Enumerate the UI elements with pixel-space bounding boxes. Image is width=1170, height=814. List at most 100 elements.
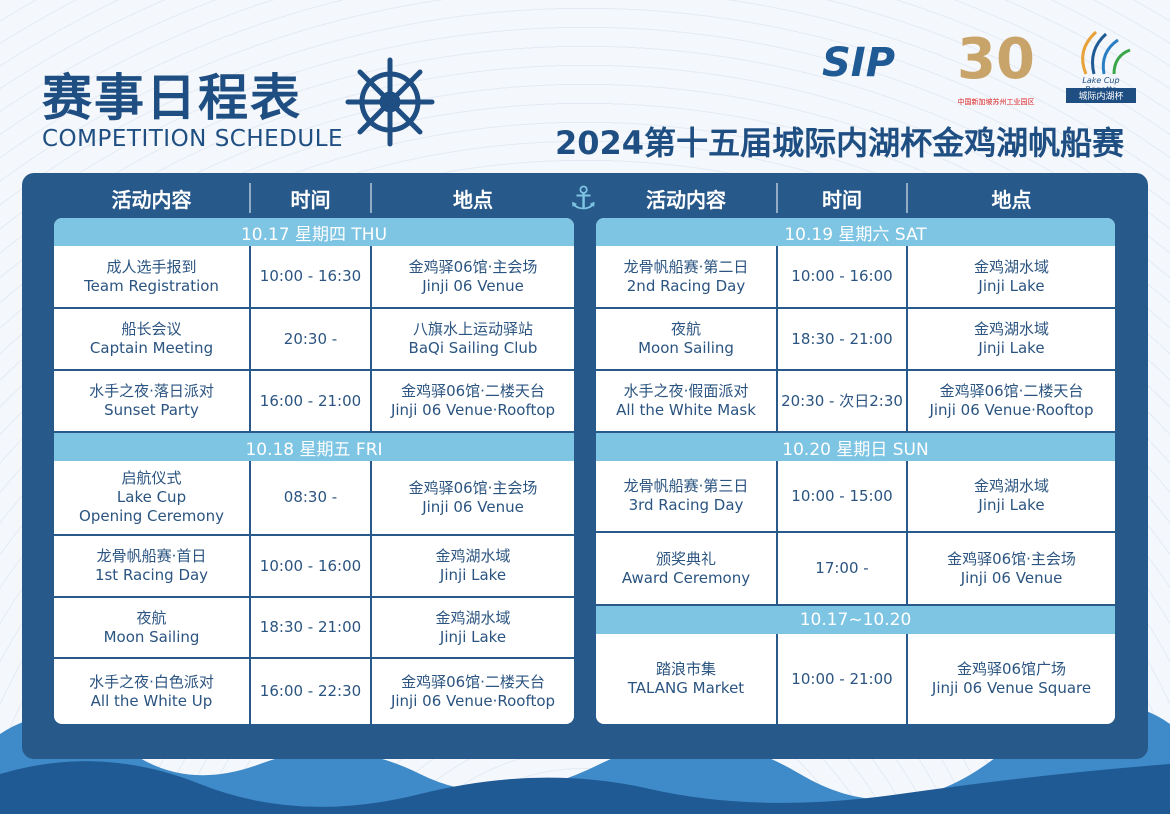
place-cell: 金鸡驿06馆·主会场 Jinji 06 Venue [372, 246, 574, 307]
time-text: 17:00 - [815, 559, 869, 577]
event-text: TALANG Market [627, 679, 745, 697]
place-text: 金鸡驿06馆·主会场 [408, 478, 538, 497]
event-cell: 龙骨帆船赛·第二日 2nd Racing Day [596, 246, 778, 307]
event-cell: 成人选手报到 Team Registration [54, 246, 251, 307]
schedule-row: 启航仪式 Lake Cup Opening Ceremony 08:30 - 金鸡驿06… [54, 461, 574, 536]
schedule-row: 龙骨帆船赛·首日 1st Racing Day 10:00 - 16:00 金鸡湖水域… [54, 536, 574, 598]
time-text: 10:00 - 16:00 [259, 556, 362, 575]
event-text: 踏浪市集 [655, 660, 716, 678]
col-header-time: 时间 [251, 183, 372, 213]
place-text: 八旗水上运动驿站 [412, 320, 533, 338]
time-text: 10:00 - 15:00 [791, 486, 893, 505]
time-cell: 10:00 - 15:00 [778, 461, 908, 531]
day-header: 10.17 星期四 THU [54, 218, 574, 246]
schedule-row: 船长会议 Captain Meeting 20:30 - 八旗水上运动驿站 BaQi S… [54, 309, 574, 371]
place-cell: 金鸡驿06馆·主会场 Jinji 06 Venue [372, 461, 574, 534]
time-text: 20:30 - 次日2:30 [781, 391, 903, 410]
time-cell: 16:00 - 22:30 [251, 659, 372, 724]
event-text: 船长会议 [121, 320, 182, 338]
sip-logo: SIP [822, 40, 896, 86]
time-cell: 20:30 - 次日2:30 [778, 371, 908, 431]
place-cell: 金鸡驿06馆·二楼天台 Jinji 06 Venue·Rooftop [372, 659, 574, 724]
event-cell: 水手之夜·白色派对 All the White Up [54, 659, 251, 724]
place-text: 金鸡驿06馆·二楼天台 [939, 382, 1084, 400]
day-header: 10.19 星期六 SAT [596, 218, 1115, 246]
place-text: Jinji Lake [978, 276, 1045, 295]
time-text: 10:00 - 16:30 [259, 267, 362, 285]
schedule-row: 水手之夜·白色派对 All the White Up 16:00 - 22:30 金鸡… [54, 659, 574, 724]
time-cell: 10:00 - 16:00 [778, 246, 908, 307]
schedule-row: 成人选手报到 Team Registration 10:00 - 16:30 金鸡驿0… [54, 246, 574, 309]
event-cell: 水手之夜·假面派对 All the White Mask [596, 371, 778, 431]
time-text: 16:00 - 21:00 [259, 391, 362, 410]
event-text: 水手之夜·白色派对 [89, 672, 214, 691]
col-header-place: 地点 [453, 187, 493, 212]
time-text: 10:00 - 21:00 [791, 669, 893, 688]
schedule-row: 夜航 Moon Sailing 18:30 - 21:00 金鸡湖水域 Jinji La… [596, 309, 1115, 371]
event-text: All the White Mask [616, 401, 756, 419]
col-header-place: 地点 [991, 187, 1032, 212]
lake-cup-cn: 城际内湖杯 [1066, 88, 1136, 103]
time-text: 18:30 - 21:00 [791, 329, 893, 348]
event-text: Lake Cup [116, 488, 187, 506]
place-cell: 金鸡湖水域 Jinji Lake [908, 309, 1115, 369]
event-text: Captain Meeting [89, 339, 214, 357]
place-text: Jinji Lake [439, 627, 507, 646]
event-text: 成人选手报到 [106, 257, 197, 276]
ship-wheel-icon [345, 57, 435, 147]
schedule-row: 龙骨帆船赛·第二日 2nd Racing Day 10:00 - 16:00 金鸡湖水… [596, 246, 1115, 309]
col-header-activity: 活动内容 [596, 183, 778, 213]
right-column-headers: 活动内容 时间 地点 [596, 183, 1115, 213]
place-text: 金鸡驿06馆·二楼天台 [401, 382, 545, 400]
event-text: 颁奖典礼 [655, 549, 716, 568]
col-header-time: 时间 [778, 183, 908, 213]
time-cell: 20:30 - [251, 309, 372, 369]
lake-cup-logo: Lake Cup Regatta 城际内湖杯 [1066, 30, 1136, 104]
event-text: Award Ceremony [621, 568, 751, 587]
time-text: 16:00 - 22:30 [259, 682, 362, 700]
anniversary-number: 30 [957, 27, 1035, 92]
event-text: 启航仪式 [121, 469, 182, 487]
event-cell: 龙骨帆船赛·首日 1st Racing Day [54, 536, 251, 596]
time-cell: 16:00 - 21:00 [251, 371, 372, 431]
place-text: 金鸡驿06馆广场 [956, 660, 1067, 678]
place-text: Jinji 06 Venue Square [931, 679, 1092, 697]
place-cell: 金鸡驿06馆·主会场 Jinji 06 Venue [908, 533, 1115, 604]
event-cell: 船长会议 Captain Meeting [54, 309, 251, 369]
event-text: Opening Ceremony [79, 507, 224, 525]
time-text: 20:30 - [283, 329, 338, 348]
event-title: 2024第十五届城际内湖杯金鸡湖帆船赛 [555, 124, 1125, 162]
page-title-en: COMPETITION SCHEDULE [42, 126, 344, 152]
time-text: 10:00 - 16:00 [791, 267, 893, 285]
left-column-headers: 活动内容 时间 地点 [54, 183, 574, 213]
wave-decoration [0, 704, 1170, 814]
event-cell: 夜航 Moon Sailing [596, 309, 778, 369]
time-cell: 18:30 - 21:00 [778, 309, 908, 369]
place-cell: 金鸡湖水域 Jinji Lake [372, 598, 574, 657]
day-header: 10.18 星期五 FRI [54, 433, 574, 461]
event-cell: 颁奖典礼 Award Ceremony [596, 533, 778, 604]
day-header: 10.20 星期日 SUN [596, 433, 1115, 461]
time-text: 18:30 - 21:00 [259, 618, 362, 636]
place-text: Jinji 06 Venue·Rooftop [390, 691, 556, 710]
time-cell: 08:30 - [251, 461, 372, 534]
event-text: 水手之夜·落日派对 [89, 382, 214, 400]
place-text: Jinji 06 Venue·Rooftop [929, 401, 1094, 419]
event-cell: 龙骨帆船赛·第三日 3rd Racing Day [596, 461, 778, 531]
anchor-icon: ⚓ [569, 179, 598, 217]
event-text: 龙骨帆船赛·第三日 [623, 477, 749, 495]
place-cell: 金鸡驿06馆·二楼天台 Jinji 06 Venue·Rooftop [908, 371, 1115, 431]
schedule-row: 夜航 Moon Sailing 18:30 - 21:00 金鸡湖水域 Jinji La… [54, 598, 574, 659]
event-text: 龙骨帆船赛·第二日 [623, 257, 749, 276]
place-text: Jinji Lake [978, 496, 1045, 514]
event-text: 2nd Racing Day [626, 276, 746, 295]
place-text: 金鸡湖水域 [973, 477, 1049, 495]
event-text: Sunset Party [104, 401, 199, 419]
time-cell: 10:00 - 21:00 [778, 634, 908, 724]
time-text: 08:30 - [283, 488, 338, 506]
place-text: 金鸡湖水域 [435, 547, 511, 565]
anniversary-caption: 中国新加坡苏州工业园区 [957, 98, 1035, 106]
time-cell: 10:00 - 16:30 [251, 246, 372, 307]
page-title-cn: 赛事日程表 [42, 69, 302, 127]
schedule-row: 水手之夜·落日派对 Sunset Party 16:00 - 21:00 金鸡驿06馆… [54, 371, 574, 433]
